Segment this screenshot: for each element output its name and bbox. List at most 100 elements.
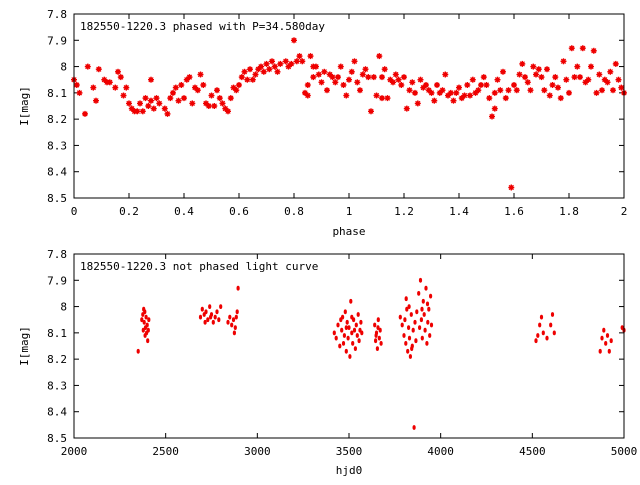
data-point <box>147 317 151 323</box>
data-point <box>530 63 537 70</box>
data-point <box>357 338 361 344</box>
data-point <box>533 71 539 78</box>
data-point <box>189 100 196 107</box>
data-point <box>346 335 350 341</box>
data-point <box>277 60 284 67</box>
data-point <box>590 47 597 54</box>
data-point <box>334 335 338 341</box>
y-tick-label: 7.8 <box>47 8 67 21</box>
data-point <box>607 68 614 75</box>
data-point <box>579 45 586 52</box>
x-tick-label: 1.4 <box>449 205 469 218</box>
x-tick-label: 4500 <box>519 445 546 458</box>
phased-data-points <box>71 37 627 191</box>
data-point <box>534 338 538 344</box>
data-point <box>571 74 578 81</box>
data-point <box>344 325 348 330</box>
data-point <box>486 95 493 102</box>
data-point <box>356 312 360 317</box>
data-point <box>269 58 275 65</box>
data-point <box>236 82 242 88</box>
data-point <box>362 66 369 73</box>
data-point <box>593 89 600 96</box>
data-point <box>150 105 157 112</box>
data-point <box>370 74 377 81</box>
data-point <box>117 74 124 81</box>
data-point <box>232 330 236 336</box>
data-point <box>200 82 207 88</box>
data-point <box>339 317 343 323</box>
data-point <box>329 74 336 81</box>
data-point <box>288 60 295 67</box>
data-point <box>379 74 385 81</box>
x-tick-label: 4000 <box>427 445 454 458</box>
data-point <box>73 82 80 88</box>
data-point <box>90 84 97 91</box>
data-point <box>429 322 434 328</box>
data-point <box>519 60 526 67</box>
data-point <box>123 84 130 91</box>
data-point <box>408 354 412 359</box>
x-tick-label: 1.2 <box>394 205 414 218</box>
y-tick-label: 8.2 <box>47 113 67 126</box>
data-point <box>355 333 359 338</box>
data-point <box>550 312 555 317</box>
data-point <box>211 319 215 325</box>
data-point <box>419 317 423 323</box>
y-tick-label: 8.3 <box>47 139 67 152</box>
data-point <box>469 76 476 83</box>
x-tick-label: 3500 <box>336 445 363 458</box>
data-point <box>146 338 150 344</box>
data-point <box>142 95 149 102</box>
data-point <box>618 84 625 91</box>
data-point <box>607 348 611 354</box>
data-point <box>249 76 256 83</box>
data-point <box>404 341 408 346</box>
data-point <box>304 82 311 88</box>
data-point <box>483 82 490 88</box>
data-point <box>604 79 611 86</box>
data-point <box>226 319 230 325</box>
data-point <box>497 87 504 94</box>
data-point <box>379 95 385 102</box>
data-point <box>359 319 363 325</box>
y-tick-label: 8.2 <box>47 353 67 366</box>
data-point <box>461 92 468 99</box>
data-point <box>406 348 410 354</box>
data-point <box>376 317 380 323</box>
data-point <box>464 82 471 88</box>
data-point <box>420 306 424 312</box>
data-point <box>574 63 581 70</box>
data-point <box>266 66 273 73</box>
data-point <box>368 108 374 115</box>
data-point <box>489 113 495 120</box>
data-point <box>213 314 217 320</box>
data-point <box>404 296 408 302</box>
data-point <box>535 66 542 73</box>
data-point <box>557 95 564 102</box>
data-point <box>351 341 355 346</box>
data-point <box>403 105 410 112</box>
data-point <box>200 306 204 312</box>
unphased-chart-title: 182550-1220.3 not phased light curve <box>80 260 318 273</box>
data-point <box>106 79 113 86</box>
data-point <box>145 103 152 109</box>
data-point <box>282 58 289 65</box>
data-point <box>112 84 119 91</box>
data-point <box>467 92 473 99</box>
data-point <box>420 335 424 341</box>
data-point <box>500 68 506 75</box>
data-point <box>377 335 381 341</box>
data-point <box>296 53 303 60</box>
data-point <box>352 327 357 333</box>
data-point <box>560 58 567 65</box>
data-point <box>502 95 509 102</box>
data-point <box>491 89 498 96</box>
data-point <box>231 317 236 323</box>
data-point <box>139 108 146 115</box>
data-point <box>219 100 226 107</box>
data-point <box>596 71 603 78</box>
data-point <box>260 68 267 75</box>
data-point <box>134 108 141 115</box>
